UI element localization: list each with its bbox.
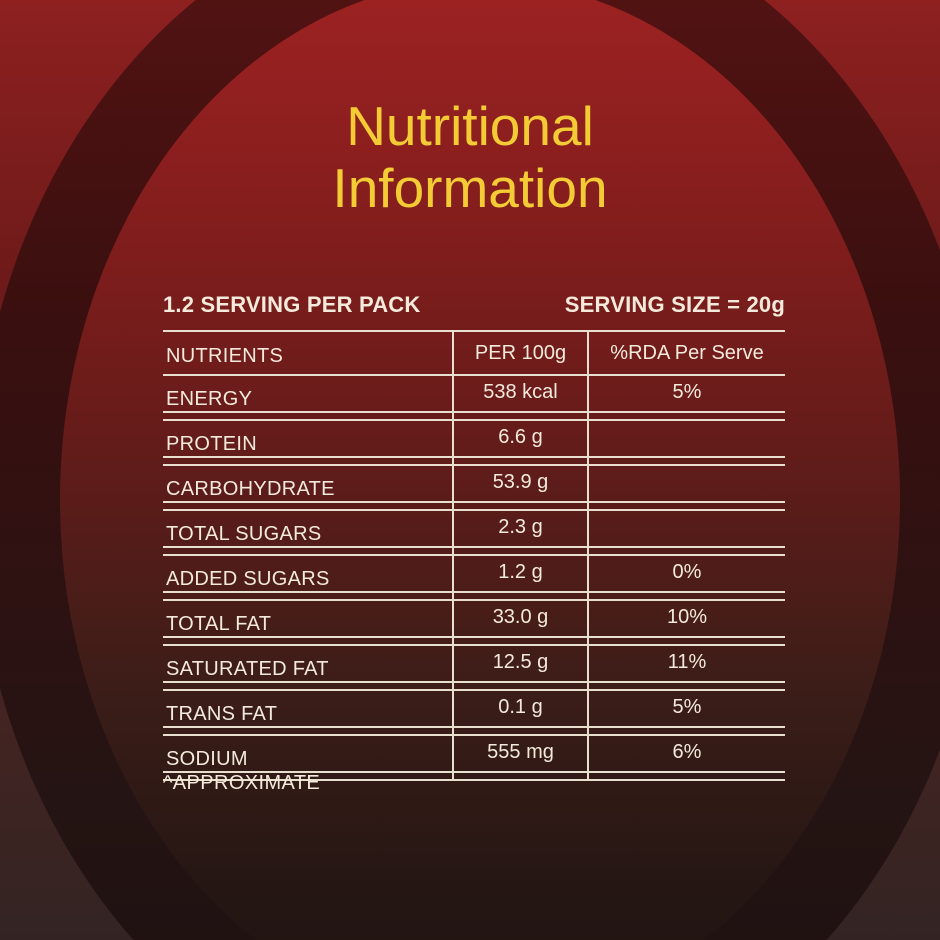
rda-value: 11% [587, 646, 785, 689]
table-row: TOTAL FAT 33.0 g 10% [163, 601, 785, 646]
rda-value: 10% [587, 601, 785, 644]
rda-value [587, 511, 785, 554]
table-row: CARBOHYDRATE 53.9 g [163, 466, 785, 511]
table-row: ENERGY 538 kcal 5% [163, 376, 785, 421]
serving-header: 1.2 SERVING PER PACK SERVING SIZE = 20g [163, 292, 785, 318]
approximate-footnote: ^APPROXIMATE [163, 772, 321, 794]
per-100g-value: 6.6 g [452, 421, 587, 464]
nutrient-label: ADDED SUGARS [166, 568, 330, 590]
nutrient-label: SATURATED FAT [166, 658, 329, 680]
per-100g-value: 12.5 g [452, 646, 587, 689]
nutrient-label: SODIUM [166, 748, 248, 770]
column-header-per-100g: PER 100g [452, 332, 587, 374]
servings-per-pack-text: 1.2 SERVING PER PACK [163, 292, 421, 317]
nutrient-label: TRANS FAT [166, 703, 278, 725]
table-row: TRANS FAT 0.1 g 5% [163, 691, 785, 736]
nutrient-label: ENERGY [166, 388, 253, 410]
per-100g-value: 0.1 g [452, 691, 587, 734]
nutrient-label: TOTAL SUGARS [166, 523, 322, 545]
column-header-rda: %RDA Per Serve [587, 332, 785, 374]
rda-value [587, 421, 785, 464]
serving-size-text: SERVING SIZE = 20g [564, 292, 785, 317]
table-row: PROTEIN 6.6 g [163, 421, 785, 466]
table-row: ADDED SUGARS 1.2 g 0% [163, 556, 785, 601]
table-rows: ENERGY 538 kcal 5% PROTEIN 6.6 g CARBOHYDRATE… [163, 376, 785, 781]
rda-value: 5% [587, 691, 785, 734]
rda-value: 0% [587, 556, 785, 599]
title-line-1: Nutritional [346, 95, 594, 157]
nutrient-label: CARBOHYDRATE [166, 478, 335, 500]
nutrition-table: NUTRIENTS PER 100g %RDA Per Serve ENERGY… [163, 330, 785, 781]
per-100g-value: 555 mg [452, 736, 587, 779]
per-100g-value: 33.0 g [452, 601, 587, 644]
per-100g-value: 2.3 g [452, 511, 587, 554]
nutrient-label: PROTEIN [166, 433, 257, 455]
page-title: Nutritional Information [0, 95, 940, 219]
column-header-nutrients: NUTRIENTS [166, 345, 284, 367]
rda-value: 6% [587, 736, 785, 779]
per-100g-value: 1.2 g [452, 556, 587, 599]
rda-value: 5% [587, 376, 785, 419]
rda-value [587, 466, 785, 509]
table-row: SATURATED FAT 12.5 g 11% [163, 646, 785, 691]
table-row: SODIUM 555 mg 6% [163, 736, 785, 781]
per-100g-value: 538 kcal [452, 376, 587, 419]
table-header-row: NUTRIENTS PER 100g %RDA Per Serve [163, 332, 785, 376]
nutrient-label: TOTAL FAT [166, 613, 272, 635]
table-row: TOTAL SUGARS 2.3 g [163, 511, 785, 556]
per-100g-value: 53.9 g [452, 466, 587, 509]
background-inner-circle [60, 0, 900, 940]
title-line-2: Information [332, 156, 608, 219]
